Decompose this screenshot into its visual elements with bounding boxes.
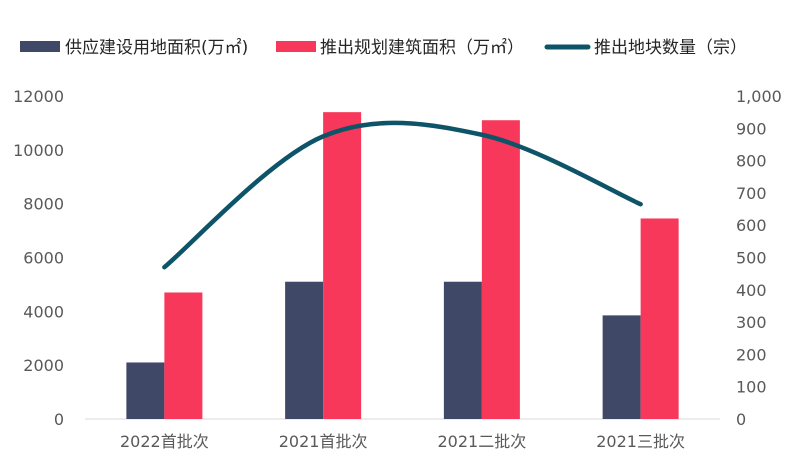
- right-axis-tick-label: 300: [736, 313, 767, 332]
- bar-series-0-2[interactable]: [443, 281, 482, 419]
- right-axis-tick-label: 800: [736, 152, 767, 171]
- bar-series-0-3[interactable]: [602, 315, 641, 419]
- legend-item-planned-area[interactable]: 推出规划建筑面积（万㎡）: [276, 38, 524, 58]
- bars: [126, 112, 679, 420]
- left-axis-tick-label: 12000: [13, 87, 64, 106]
- right-axis-tick-label: 400: [736, 281, 767, 300]
- right-axis-tick-label: 600: [736, 216, 767, 235]
- bar-series-1-3[interactable]: [640, 218, 679, 419]
- legend-swatch-planned-area: [276, 41, 316, 52]
- right-axis: 0 100 200 300 400 500 600 700 800 900 1,000: [736, 87, 782, 429]
- legend-label-planned-area: 推出规划建筑面积（万㎡）: [320, 38, 524, 58]
- right-axis-tick-label: 0: [736, 410, 746, 429]
- right-axis-tick-label: 1,000: [736, 87, 782, 106]
- x-axis-category-label: 2021首批次: [279, 432, 368, 451]
- legend-swatch-supply-area: [20, 41, 60, 52]
- legend: 供应建设用地面积(万㎡) 推出规划建筑面积（万㎡） 推出地块数量（宗）: [20, 38, 747, 58]
- left-axis-tick-label: 6000: [23, 249, 64, 268]
- bar-series-1-2[interactable]: [481, 120, 520, 419]
- legend-item-parcel-count[interactable]: 推出地块数量（宗）: [544, 38, 747, 58]
- left-axis: 0 2000 4000 6000 8000 10000 12000: [13, 87, 64, 429]
- x-axis: 2022首批次 2021首批次 2021二批次 2021三批次: [120, 432, 685, 451]
- x-axis-category-label: 2021三批次: [596, 432, 685, 451]
- right-axis-tick-label: 700: [736, 184, 767, 203]
- left-axis-tick-label: 4000: [23, 302, 64, 321]
- left-axis-tick-label: 2000: [23, 356, 64, 375]
- line-series: [162, 120, 643, 270]
- bar-series-0-1[interactable]: [285, 281, 324, 419]
- left-axis-tick-label: 10000: [13, 141, 64, 160]
- line-parcel-count[interactable]: [162, 120, 643, 270]
- left-axis-tick-label: 8000: [23, 195, 64, 214]
- right-axis-tick-label: 100: [736, 378, 767, 397]
- legend-label-supply-area: 供应建设用地面积(万㎡): [65, 38, 248, 58]
- bar-series-1-0[interactable]: [164, 292, 203, 419]
- right-axis-tick-label: 200: [736, 345, 767, 364]
- x-axis-category-label: 2021二批次: [438, 432, 527, 451]
- bar-series-1-1[interactable]: [323, 112, 362, 420]
- right-axis-tick-label: 900: [736, 119, 767, 138]
- legend-item-supply-area[interactable]: 供应建设用地面积(万㎡): [20, 38, 248, 58]
- x-axis-category-label: 2022首批次: [120, 432, 209, 451]
- legend-label-parcel-count: 推出地块数量（宗）: [594, 38, 747, 58]
- left-axis-tick-label: 0: [54, 410, 64, 429]
- bar-series-0-0[interactable]: [126, 362, 165, 419]
- right-axis-tick-label: 500: [736, 249, 767, 268]
